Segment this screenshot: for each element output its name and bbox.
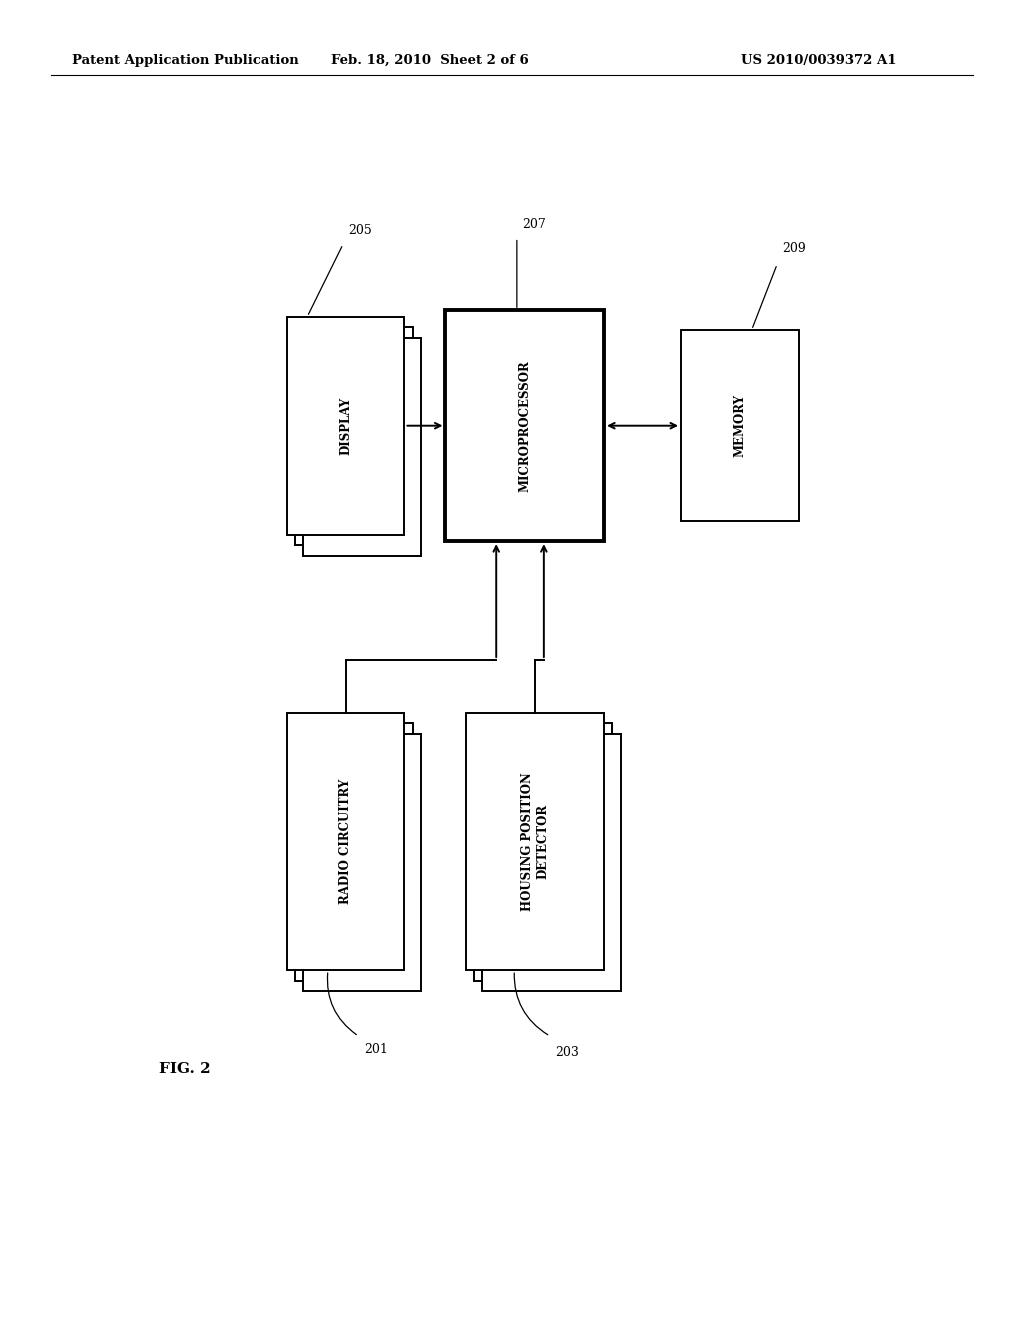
- Bar: [445, 310, 604, 541]
- Bar: [287, 713, 404, 970]
- Text: 205: 205: [348, 224, 372, 238]
- Bar: [303, 338, 421, 556]
- Text: 203: 203: [555, 1045, 580, 1059]
- Text: Patent Application Publication: Patent Application Publication: [72, 54, 298, 67]
- Text: RADIO CIRCUITRY: RADIO CIRCUITRY: [339, 779, 352, 904]
- Bar: [482, 734, 621, 991]
- Bar: [287, 317, 404, 535]
- Text: 209: 209: [782, 242, 806, 255]
- Text: MEMORY: MEMORY: [733, 395, 746, 457]
- Text: 201: 201: [364, 1043, 388, 1056]
- Bar: [474, 723, 612, 981]
- Text: US 2010/0039372 A1: US 2010/0039372 A1: [741, 54, 897, 67]
- Text: FIG. 2: FIG. 2: [159, 1063, 210, 1076]
- Text: Feb. 18, 2010  Sheet 2 of 6: Feb. 18, 2010 Sheet 2 of 6: [331, 54, 529, 67]
- Bar: [295, 327, 413, 545]
- Bar: [681, 330, 799, 521]
- Text: DISPLAY: DISPLAY: [339, 396, 352, 455]
- Bar: [295, 723, 413, 981]
- Text: HOUSING POSITION
DETECTOR: HOUSING POSITION DETECTOR: [521, 772, 549, 911]
- Text: MICROPROCESSOR: MICROPROCESSOR: [518, 360, 531, 491]
- Bar: [303, 734, 421, 991]
- Text: 207: 207: [522, 218, 546, 231]
- Bar: [466, 713, 604, 970]
